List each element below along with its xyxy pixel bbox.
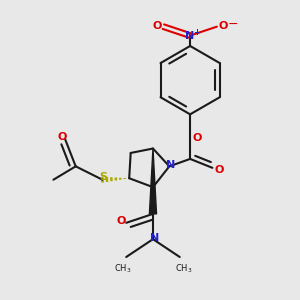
Text: N: N — [166, 160, 175, 170]
Polygon shape — [149, 148, 157, 214]
Text: O: O — [214, 165, 224, 175]
Text: N: N — [150, 233, 159, 243]
Text: O: O — [58, 132, 67, 142]
Text: +: + — [193, 28, 200, 37]
Text: O: O — [193, 133, 202, 143]
Text: O: O — [219, 21, 228, 31]
Text: CH$_3$: CH$_3$ — [114, 262, 131, 275]
Text: CH$_3$: CH$_3$ — [175, 262, 192, 275]
Text: N: N — [185, 31, 194, 40]
Text: O: O — [152, 21, 161, 31]
Text: S: S — [100, 172, 108, 182]
Text: O: O — [116, 216, 126, 226]
Text: −: − — [227, 18, 238, 32]
